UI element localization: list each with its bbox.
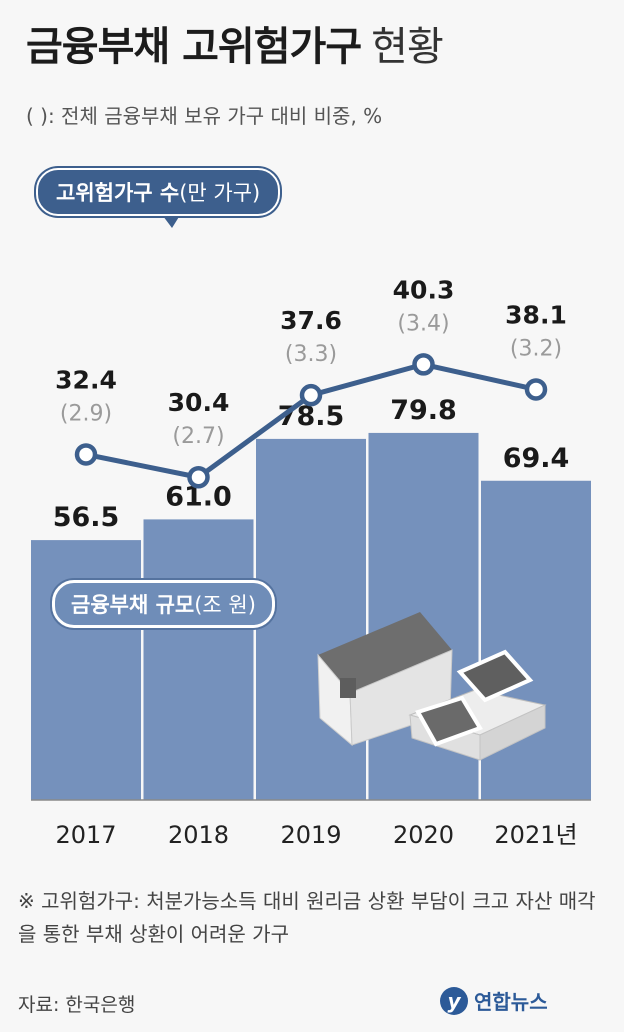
title-light: 현황 [371,24,444,70]
line-value-label: 37.6 [280,306,342,335]
line-point-2018 [187,465,210,489]
footnote: ※ 고위험가구: 처분가능소득 대비 원리금 상환 부담이 크고 자산 매각을 … [18,889,596,946]
title-bold: 금융부채 고위험가구 [26,24,362,70]
line-series-label: 고위험가구 수(만 가구) [36,168,281,216]
line-point-2017 [74,443,98,466]
bar-value-label: 56.5 [53,502,120,533]
line-label-pointer [160,212,182,228]
house-illustration [317,612,547,761]
line-value-label: 32.4 [55,365,117,394]
x-tick-label: 2020 [393,821,454,849]
yonhap-logo-text: 연합뉴스 [474,990,548,1014]
x-tick-label: 2021년 [494,821,577,849]
line-share-label: (2.9) [60,401,112,426]
x-tick-label: 2019 [280,821,341,849]
bar-value-label: 79.8 [390,395,457,426]
line-value-label: 38.1 [505,300,567,329]
line-share-label: (3.4) [397,311,449,336]
line-share-label: (3.3) [285,342,337,367]
line-point-2021년 [524,378,548,401]
source-text: 자료: 한국은행 [18,994,136,1016]
bar-series-label: 금융부채 규모(조 원) [52,580,275,628]
line-value-label: 40.3 [393,275,455,304]
bar-2021년 [481,480,591,800]
line-point-2020 [412,353,435,376]
line-share-label: (3.2) [510,336,562,361]
line-point-2019 [299,383,323,407]
x-tick-label: 2017 [55,821,116,849]
line-share-label: (2.7) [172,424,224,449]
yonhap-logo-icon: y [440,986,468,1015]
line-value-label: 30.4 [168,388,230,417]
bar-2019 [256,438,366,800]
combo-chart: 56.5201761.0201878.5201979.8202069.42021… [31,212,591,849]
bar-2018 [143,519,254,800]
subtitle: ( ): 전체 금융부채 보유 가구 대비 비중, % [26,104,383,128]
page-title: 금융부채 고위험가구 현황 [26,14,444,72]
bar-value-label: 69.4 [503,443,570,474]
x-tick-label: 2018 [168,821,229,849]
yonhap-logo: y 연합뉴스 [440,986,548,1015]
